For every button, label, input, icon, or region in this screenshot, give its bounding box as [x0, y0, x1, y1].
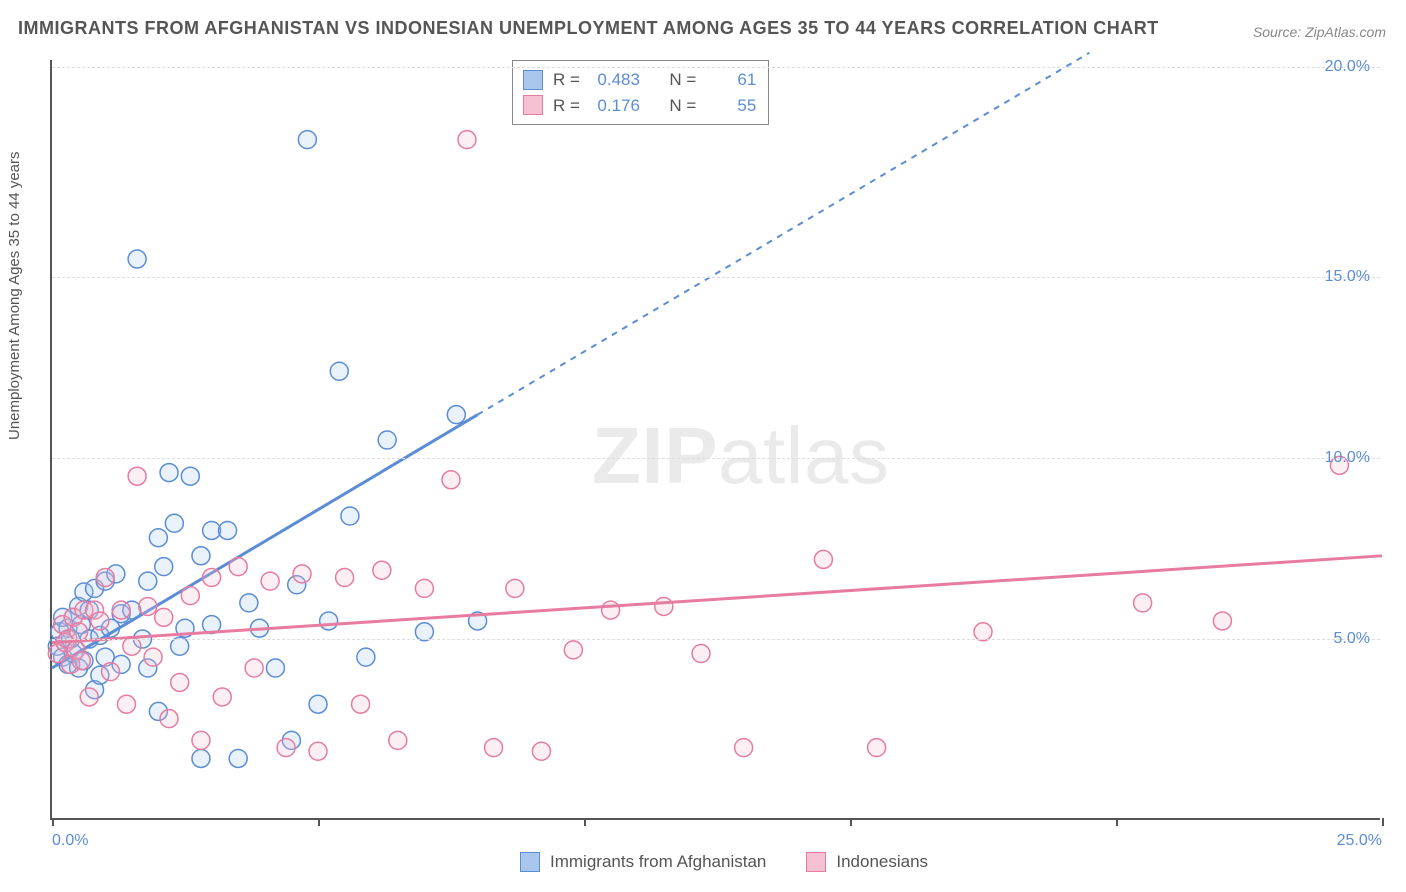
scatter-point — [192, 731, 210, 749]
scatter-point — [341, 507, 359, 525]
scatter-point — [868, 739, 886, 757]
scatter-point — [373, 561, 391, 579]
r-label: R = — [553, 93, 580, 119]
scatter-point — [213, 688, 231, 706]
source-attribution: Source: ZipAtlas.com — [1253, 24, 1386, 40]
scatter-point — [320, 612, 338, 630]
scatter-point — [532, 742, 550, 760]
legend-item-1: Indonesians — [806, 852, 928, 872]
scatter-point — [96, 569, 114, 587]
scatter-point — [389, 731, 407, 749]
scatter-point — [117, 695, 135, 713]
y-tick-label: 5.0% — [1334, 630, 1370, 648]
scatter-point — [102, 663, 120, 681]
scatter-point — [293, 565, 311, 583]
scatter-point — [298, 131, 316, 149]
scatter-point — [261, 572, 279, 590]
scatter-point — [128, 250, 146, 268]
plot-area: ZIPatlas R = 0.483 N = 61 R = 0.176 N = … — [50, 60, 1380, 820]
scatter-point — [352, 695, 370, 713]
scatter-point — [240, 594, 258, 612]
scatter-point — [160, 710, 178, 728]
scatter-point — [229, 749, 247, 767]
scatter-point — [181, 467, 199, 485]
scatter-point — [144, 648, 162, 666]
r-label: R = — [553, 67, 580, 93]
scatter-point — [80, 688, 98, 706]
scatter-point — [336, 569, 354, 587]
y-axis-label: Unemployment Among Ages 35 to 44 years — [6, 151, 23, 440]
n-label: N = — [669, 93, 696, 119]
scatter-point — [192, 547, 210, 565]
scatter-point — [735, 739, 753, 757]
y-tick-label: 10.0% — [1325, 449, 1370, 467]
chart-title: IMMIGRANTS FROM AFGHANISTAN VS INDONESIA… — [18, 18, 1159, 39]
scatter-point — [415, 579, 433, 597]
legend-label-0: Immigrants from Afghanistan — [550, 852, 766, 872]
scatter-point — [245, 659, 263, 677]
scatter-point — [219, 521, 237, 539]
scatter-point — [171, 673, 189, 691]
scatter-point — [309, 695, 327, 713]
scatter-point — [139, 572, 157, 590]
scatter-svg — [52, 60, 1380, 818]
scatter-point — [378, 431, 396, 449]
scatter-point — [330, 362, 348, 380]
scatter-point — [309, 742, 327, 760]
y-tick-label: 15.0% — [1325, 268, 1370, 286]
swatch-bottom-1 — [806, 852, 826, 872]
legend-series: Immigrants from Afghanistan Indonesians — [520, 852, 928, 872]
swatch-series-1 — [523, 95, 543, 115]
scatter-point — [1213, 612, 1231, 630]
scatter-point — [485, 739, 503, 757]
swatch-bottom-0 — [520, 852, 540, 872]
n-value-1: 55 — [706, 93, 756, 119]
scatter-point — [155, 558, 173, 576]
scatter-point — [149, 529, 167, 547]
scatter-point — [564, 641, 582, 659]
swatch-series-0 — [523, 70, 543, 90]
n-value-0: 61 — [706, 67, 756, 93]
scatter-point — [655, 597, 673, 615]
scatter-point — [442, 471, 460, 489]
scatter-point — [506, 579, 524, 597]
legend-item-0: Immigrants from Afghanistan — [520, 852, 766, 872]
scatter-point — [602, 601, 620, 619]
r-value-1: 0.176 — [590, 93, 640, 119]
scatter-point — [155, 608, 173, 626]
scatter-point — [160, 464, 178, 482]
scatter-point — [165, 514, 183, 532]
scatter-point — [357, 648, 375, 666]
legend-row-series-1: R = 0.176 N = 55 — [523, 93, 756, 119]
scatter-point — [203, 569, 221, 587]
y-tick-label: 20.0% — [1325, 58, 1370, 76]
x-tick-label: 0.0% — [52, 832, 88, 850]
scatter-point — [112, 601, 130, 619]
legend-label-1: Indonesians — [836, 852, 928, 872]
scatter-point — [277, 739, 295, 757]
scatter-point — [1134, 594, 1152, 612]
scatter-point — [192, 749, 210, 767]
r-value-0: 0.483 — [590, 67, 640, 93]
n-label: N = — [669, 67, 696, 93]
scatter-point — [692, 645, 710, 663]
scatter-point — [91, 612, 109, 630]
legend-row-series-0: R = 0.483 N = 61 — [523, 67, 756, 93]
legend-correlation: R = 0.483 N = 61 R = 0.176 N = 55 — [512, 60, 769, 125]
scatter-point — [266, 659, 284, 677]
scatter-point — [128, 467, 146, 485]
scatter-point — [447, 406, 465, 424]
scatter-point — [72, 652, 90, 670]
scatter-point — [181, 587, 199, 605]
scatter-point — [229, 558, 247, 576]
x-tick-label: 25.0% — [1337, 832, 1382, 850]
scatter-point — [814, 550, 832, 568]
scatter-point — [458, 131, 476, 149]
scatter-point — [139, 597, 157, 615]
